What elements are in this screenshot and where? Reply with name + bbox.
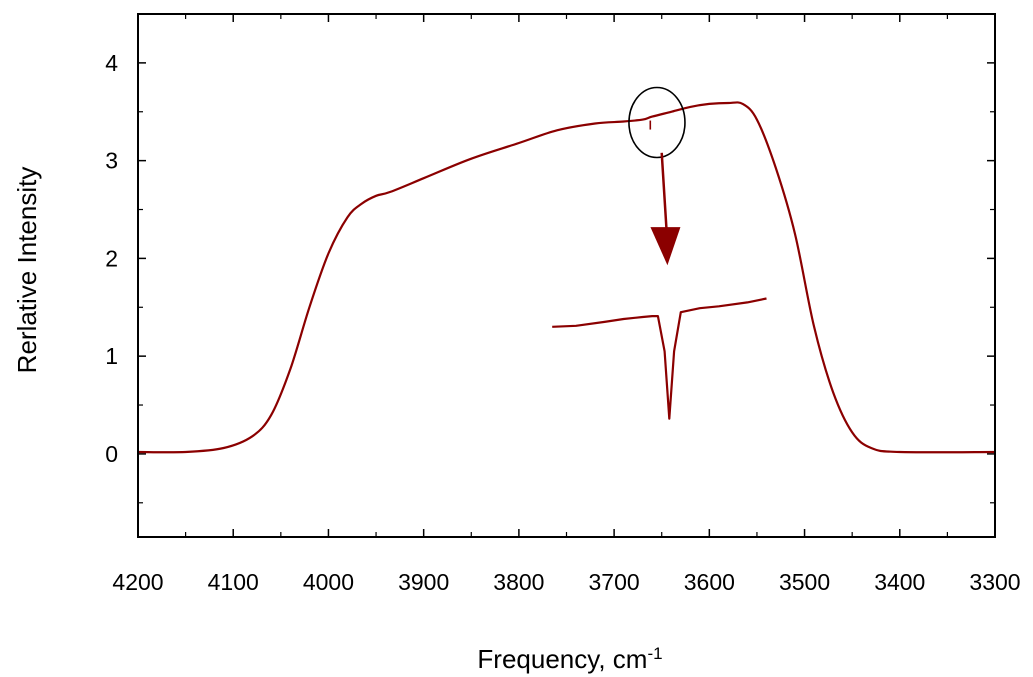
x-axis-title-superscript: -1: [647, 644, 662, 663]
y-tick-label: 4: [105, 50, 118, 76]
x-tick-label: 3700: [589, 569, 640, 595]
x-tick-label: 3800: [493, 569, 544, 595]
y-tick-labels: 0 1 2 3 4: [105, 50, 118, 467]
plot-frame: [137, 13, 996, 538]
spectrum-line: [137, 101, 996, 454]
x-tick-label: 3500: [779, 569, 830, 595]
x-tick-label: 4000: [303, 569, 354, 595]
zoom-arrow-head: [650, 227, 681, 266]
zoom-arrow-shaft: [660, 152, 668, 230]
x-tick-labels: 4200 4100 4000 3900 3800 3700 3600 3500 3400 3300: [112, 569, 1020, 595]
axis-ticks: [137, 14, 996, 537]
inset-zoom-line: [552, 297, 767, 420]
zoom-circle: [628, 86, 686, 159]
x-tick-label: 3600: [684, 569, 735, 595]
y-tick-label: 3: [105, 148, 118, 174]
x-axis-title: Frequency, cm-1: [477, 644, 662, 675]
x-tick-label: 4200: [112, 569, 163, 595]
x-tick-label: 3900: [398, 569, 449, 595]
y-tick-label: 1: [105, 343, 118, 369]
y-axis-title: Rerlative Intensity: [12, 167, 42, 374]
x-tick-label: 4100: [208, 569, 259, 595]
x-tick-label: 3400: [874, 569, 925, 595]
x-axis-title-main: Frequency, cm: [477, 644, 647, 674]
y-tick-label: 0: [105, 441, 118, 467]
x-tick-label: 3300: [969, 569, 1020, 595]
y-tick-label: 2: [105, 245, 118, 271]
